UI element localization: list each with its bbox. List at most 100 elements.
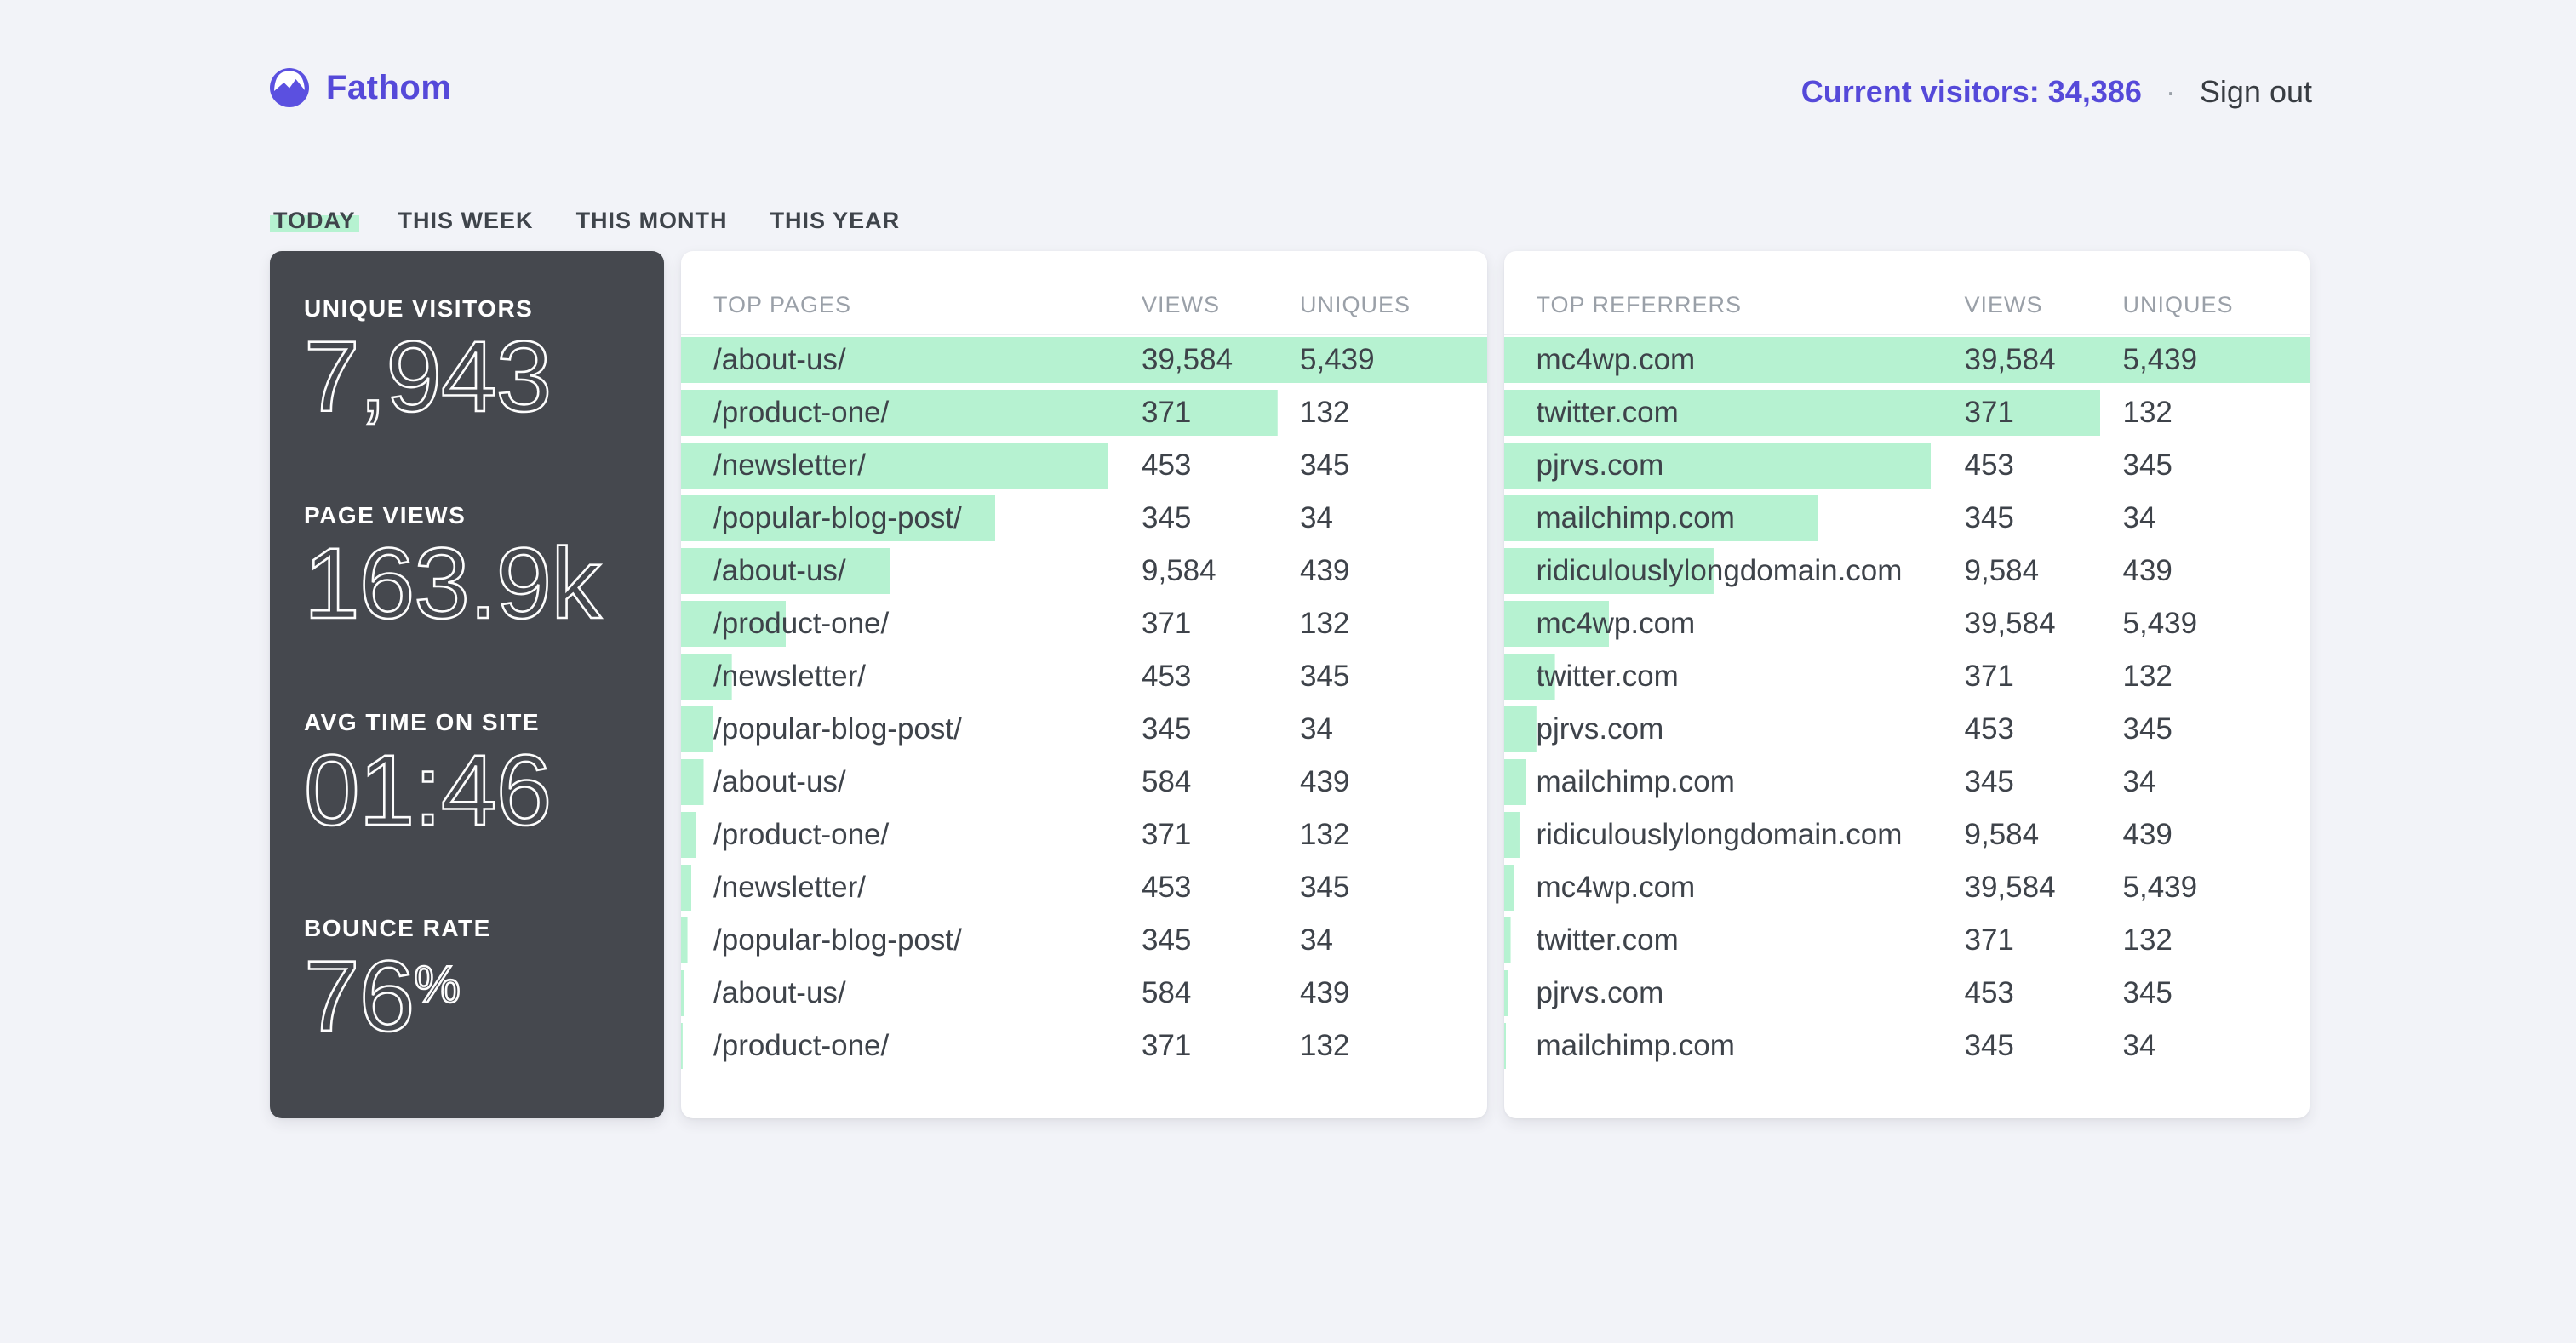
- row-uniques: 5,439: [1300, 343, 1375, 376]
- row-name: ridiculouslylongdomain.com: [1536, 554, 1903, 587]
- table-row: /popular-blog-post/ 345 34: [681, 495, 1487, 541]
- table-row: pjrvs.com 453 345: [1503, 706, 2310, 752]
- row-views: 371: [1964, 660, 2014, 693]
- row-views: 345: [1142, 712, 1192, 746]
- views-column-header: VIEWS: [1142, 292, 1221, 317]
- table-row: /product-one/ 371 132: [681, 390, 1487, 436]
- row-name: /about-us/: [713, 976, 846, 1009]
- row-name: mailchimp.com: [1536, 501, 1735, 534]
- table-row: /product-one/ 371 132: [681, 812, 1487, 858]
- row-name: pjrvs.com: [1536, 449, 1664, 482]
- time-range-tabs: TODAY THIS WEEK THIS MONTH THIS YEAR: [270, 206, 2576, 236]
- row-name: ridiculouslylongdomain.com: [1536, 818, 1903, 851]
- top-pages-title: TOP PAGES: [713, 292, 852, 317]
- row-name: pjrvs.com: [1536, 976, 1664, 1009]
- row-views: 9,584: [1964, 554, 2040, 587]
- brand-name: Fathom: [326, 68, 452, 106]
- row-name: /about-us/: [713, 554, 846, 587]
- separator-dot-icon: ·: [2165, 74, 2176, 109]
- row-uniques: 345: [1300, 660, 1350, 693]
- top-pages-rows: /about-us/ 39,584 5,439 /product-one/ 37…: [681, 337, 1487, 1076]
- stat-suffix: %: [413, 955, 461, 1014]
- stat-value: 01:46: [303, 734, 553, 847]
- row-uniques: 132: [2122, 923, 2172, 957]
- tab-this-year[interactable]: THIS YEAR: [770, 208, 901, 233]
- row-name: /popular-blog-post/: [713, 923, 962, 957]
- dashboard-cards: UNIQUE VISITORS 7,943 PAGE VIEWS 163.9k …: [270, 251, 2310, 1118]
- top-referrers-card: TOP REFERRERS VIEWS UNIQUES mc4wp.com 39…: [1503, 251, 2310, 1118]
- table-row: pjrvs.com 453 345: [1503, 443, 2310, 489]
- table-row: /popular-blog-post/ 345 34: [681, 917, 1487, 963]
- current-visitors-value: 34,386: [2047, 74, 2142, 109]
- stat-block: BOUNCE RATE 76%: [303, 915, 647, 1049]
- sign-out-link[interactable]: Sign out: [2199, 74, 2312, 109]
- top-referrers-header: TOP REFERRERS VIEWS UNIQUES: [1503, 251, 2310, 335]
- table-row: /newsletter/ 453 345: [681, 865, 1487, 911]
- row-uniques: 345: [2122, 976, 2172, 1009]
- top-referrers-rows: mc4wp.com 39,584 5,439 twitter.com 371 1…: [1503, 337, 2310, 1076]
- stat-label: BOUNCE RATE: [304, 915, 491, 942]
- row-name: /product-one/: [713, 1029, 890, 1062]
- row-uniques: 5,439: [2122, 871, 2198, 904]
- row-name: /newsletter/: [713, 871, 866, 904]
- row-views: 39,584: [1964, 607, 2056, 640]
- row-name: mc4wp.com: [1536, 607, 1696, 640]
- tab-this-week[interactable]: THIS WEEK: [398, 208, 534, 233]
- table-row: mailchimp.com 345 34: [1503, 495, 2310, 541]
- table-row: /about-us/ 584 439: [681, 759, 1487, 805]
- row-views: 39,584: [1964, 343, 2056, 376]
- fathom-logo-icon: [270, 68, 309, 107]
- row-views: 371: [1964, 396, 2014, 429]
- row-uniques: 34: [1300, 501, 1333, 534]
- row-views: 39,584: [1142, 343, 1234, 376]
- row-views: 345: [1142, 923, 1192, 957]
- tab-today[interactable]: TODAY: [270, 206, 359, 236]
- row-views: 453: [1964, 712, 2014, 746]
- table-row: /newsletter/ 453 345: [681, 443, 1487, 489]
- brand-link[interactable]: Fathom: [270, 68, 451, 107]
- row-uniques: 132: [1300, 396, 1350, 429]
- table-row: /product-one/ 371 132: [681, 601, 1487, 647]
- top-pages-header: TOP PAGES VIEWS UNIQUES: [681, 251, 1487, 335]
- app-header: Fathom Current visitors: 34,386 · Sign o…: [0, 0, 2576, 110]
- row-views: 453: [1964, 449, 2014, 482]
- row-uniques: 345: [2122, 449, 2172, 482]
- row-views: 39,584: [1964, 871, 2056, 904]
- row-name: twitter.com: [1536, 660, 1679, 693]
- row-uniques: 439: [1300, 554, 1350, 587]
- table-row: twitter.com 371 132: [1503, 390, 2310, 436]
- row-uniques: 132: [1300, 1029, 1350, 1062]
- table-row: pjrvs.com 453 345: [1503, 970, 2310, 1016]
- row-uniques: 34: [1300, 923, 1333, 957]
- row-views: 345: [1964, 1029, 2014, 1062]
- table-row: mc4wp.com 39,584 5,439: [1503, 865, 2310, 911]
- stat-label: UNIQUE VISITORS: [304, 295, 534, 322]
- row-name: /newsletter/: [713, 660, 866, 693]
- row-views: 371: [1142, 1029, 1192, 1062]
- row-views: 453: [1142, 449, 1192, 482]
- table-row: mc4wp.com 39,584 5,439: [1503, 337, 2310, 383]
- row-name: /product-one/: [713, 607, 890, 640]
- row-name: /popular-blog-post/: [713, 501, 962, 534]
- stat-block: PAGE VIEWS 163.9k: [303, 503, 647, 635]
- table-row: twitter.com 371 132: [1503, 917, 2310, 963]
- row-name: /popular-blog-post/: [713, 712, 962, 746]
- row-uniques: 5,439: [2122, 343, 2198, 376]
- row-name: /about-us/: [713, 765, 846, 798]
- row-uniques: 439: [2122, 818, 2172, 851]
- table-row: /product-one/ 371 132: [681, 1023, 1487, 1069]
- row-name: mailchimp.com: [1536, 1029, 1735, 1062]
- row-views: 453: [1142, 871, 1192, 904]
- uniques-column-header: UNIQUES: [2122, 292, 2234, 317]
- row-views: 584: [1142, 765, 1192, 798]
- stat-block: UNIQUE VISITORS 7,943: [303, 295, 647, 429]
- table-row: /popular-blog-post/ 345 34: [681, 706, 1487, 752]
- row-uniques: 132: [1300, 818, 1350, 851]
- row-uniques: 439: [1300, 765, 1350, 798]
- tab-this-month[interactable]: THIS MONTH: [575, 208, 728, 233]
- views-column-header: VIEWS: [1964, 292, 2043, 317]
- current-visitors-link[interactable]: Current visitors: 34,386: [1801, 74, 2142, 110]
- row-uniques: 5,439: [2122, 607, 2198, 640]
- row-name: mc4wp.com: [1536, 871, 1696, 904]
- table-row: twitter.com 371 132: [1503, 654, 2310, 700]
